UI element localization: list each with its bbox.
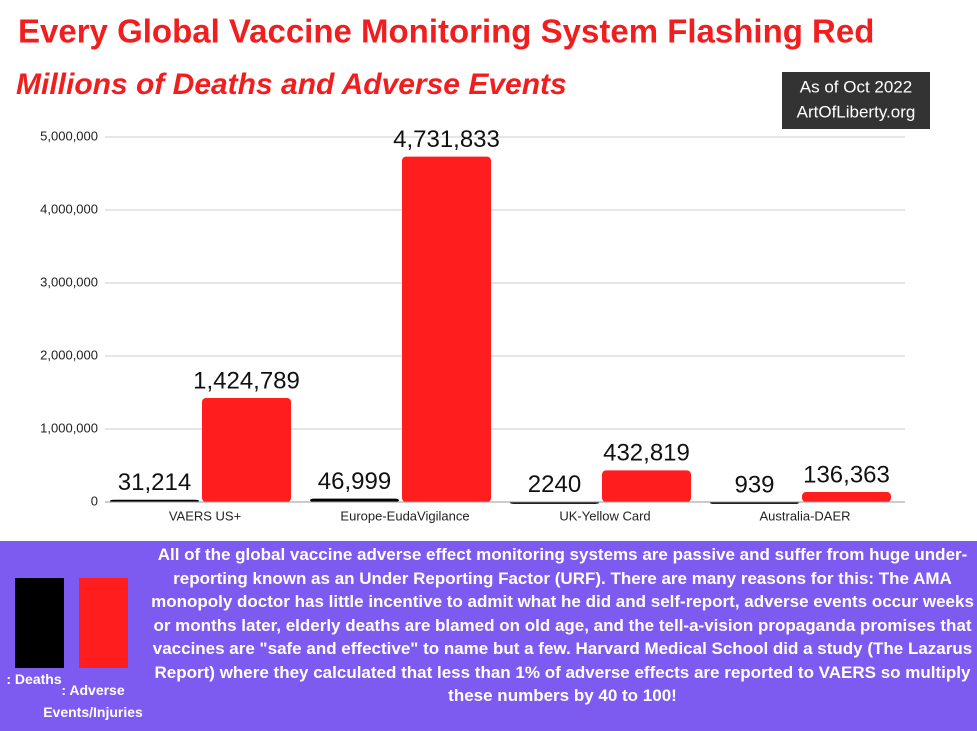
- y-tick-label: 2,000,000: [40, 347, 98, 362]
- y-tick-label: 3,000,000: [40, 274, 98, 289]
- chart: Every Global Vaccine Monitoring System F…: [16, 13, 930, 523]
- value-label: 432,819: [603, 440, 690, 467]
- note: ArtOfLiberty.org: [797, 102, 916, 121]
- legend-label: : Deaths: [6, 671, 62, 687]
- value-label: 4,731,833: [393, 126, 500, 153]
- value-label: 31,214: [118, 469, 191, 496]
- bar: [402, 156, 491, 503]
- note-box: [782, 72, 930, 129]
- description: All of the global vaccine adverse effect…: [151, 545, 974, 705]
- legend-swatch: [15, 578, 64, 668]
- y-tick-label: 4,000,000: [40, 201, 98, 216]
- x-tick-label: Australia-DAER: [759, 508, 850, 523]
- x-tick-label: UK-Yellow Card: [559, 508, 650, 523]
- chart-title: Every Global Vaccine Monitoring System F…: [18, 13, 874, 50]
- bar: [602, 470, 691, 502]
- bar: [110, 499, 199, 502]
- note: As of Oct 2022: [800, 77, 912, 96]
- bar: [802, 492, 891, 502]
- legend-swatch: [79, 578, 128, 668]
- value-label: 46,999: [318, 468, 391, 495]
- legend-label: : Adverse Events/Injuries: [43, 682, 143, 720]
- y-tick-label: 0: [91, 493, 98, 508]
- bar: [202, 397, 291, 502]
- value-label: 136,363: [803, 461, 890, 488]
- chart-subtitle: Millions of Deaths and Adverse Events: [16, 68, 567, 101]
- value-label: 939: [734, 471, 774, 498]
- value-label: 2240: [528, 471, 581, 498]
- bar: [310, 498, 399, 502]
- info-panel: All of the global vaccine adverse effect…: [0, 541, 977, 731]
- x-tick-label: VAERS US+: [169, 508, 241, 523]
- y-tick-label: 5,000,000: [40, 128, 98, 143]
- y-tick-label: 1,000,000: [40, 420, 98, 435]
- value-label: 1,424,789: [193, 367, 300, 394]
- x-tick-label: Europe-EudaVigilance: [340, 508, 469, 523]
